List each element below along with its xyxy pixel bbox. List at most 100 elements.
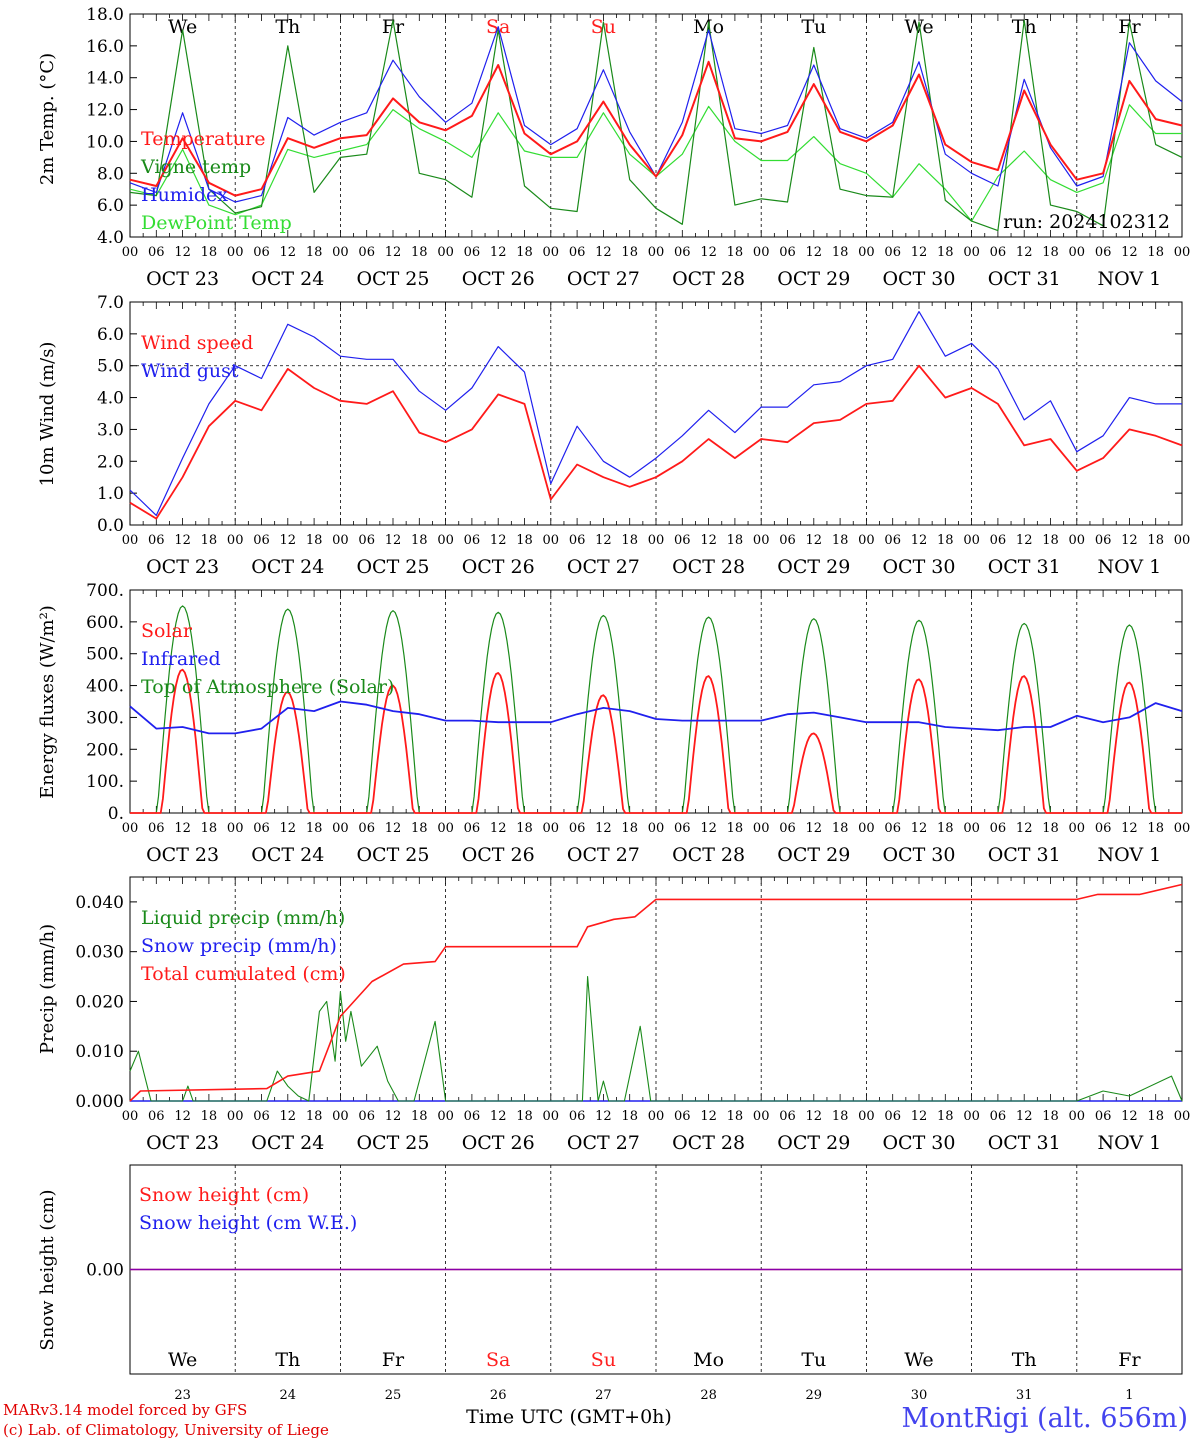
y-tick-label: 0.00 — [86, 1261, 124, 1281]
hour-tick-label: 12 — [1121, 1109, 1138, 1124]
hour-tick-label: 06 — [358, 245, 375, 260]
weekday-label: Mo — [693, 1349, 724, 1371]
hour-tick-label: 00 — [753, 533, 770, 548]
hour-tick-label: 12 — [911, 821, 928, 836]
date-label: OCT 27 — [567, 268, 640, 290]
date-label: OCT 27 — [567, 1132, 640, 1154]
date-label: OCT 31 — [988, 268, 1061, 290]
weekday-label: Su — [591, 1349, 616, 1371]
series-line-temperature — [129, 60, 1183, 197]
weekday-label: We — [168, 16, 197, 38]
y-tick-label: 18.0 — [86, 5, 124, 25]
hour-tick-label: 00 — [227, 533, 244, 548]
hour-tick-label: 00 — [122, 533, 139, 548]
hour-tick-label: 12 — [490, 245, 507, 260]
hour-tick-label: 06 — [1095, 1109, 1112, 1124]
hour-tick-label: 12 — [1016, 533, 1033, 548]
hour-tick-label: 00 — [963, 245, 980, 260]
y-tick-label: 400. — [86, 677, 124, 697]
hour-tick-label: 12 — [700, 1109, 717, 1124]
hour-tick-label: 18 — [937, 245, 954, 260]
hour-tick-label: 12 — [595, 1109, 612, 1124]
weekday-label: Tu — [801, 1349, 826, 1371]
hour-tick-label: 18 — [621, 1109, 638, 1124]
hour-tick-label: 18 — [621, 245, 638, 260]
hour-tick-label: 06 — [358, 1109, 375, 1124]
hour-tick-label: 00 — [227, 245, 244, 260]
y-axis-label: Precip (mm/h) — [37, 924, 58, 1054]
hour-tick-label: 18 — [621, 821, 638, 836]
date-label: OCT 26 — [462, 268, 535, 290]
hour-tick-label: 18 — [201, 1109, 218, 1124]
hour-tick-label: 00 — [437, 533, 454, 548]
weekday-label: Th — [1012, 16, 1037, 38]
hour-tick-label: 18 — [306, 1109, 323, 1124]
day-number: 30 — [911, 1388, 928, 1403]
y-tick-label: 4.0 — [97, 228, 124, 248]
date-label: OCT 30 — [882, 844, 955, 866]
footer: MARv3.14 model forced by GFS (c) Lab. of … — [3, 1401, 1188, 1439]
hour-tick-label: 06 — [884, 1109, 901, 1124]
date-label: OCT 28 — [672, 268, 745, 290]
date-label: OCT 30 — [882, 1132, 955, 1154]
hour-tick-label: 00 — [963, 1109, 980, 1124]
hour-tick-label: 00 — [753, 1109, 770, 1124]
hour-tick-label: 06 — [148, 245, 165, 260]
legend-entry: Liquid precip (mm/h) — [141, 907, 345, 929]
hour-tick-label: 06 — [148, 533, 165, 548]
y-axis-label: 2m Temp. (°C) — [37, 53, 58, 185]
hour-tick-label: 06 — [990, 1109, 1007, 1124]
hour-tick-label: 00 — [753, 245, 770, 260]
hour-tick-label: 00 — [227, 821, 244, 836]
hour-tick-label: 12 — [174, 533, 191, 548]
hour-tick-label: 06 — [884, 245, 901, 260]
y-tick-label: 0. — [108, 804, 124, 824]
hour-tick-label: 00 — [648, 245, 665, 260]
y-axis-label: Snow height (cm) — [37, 1189, 58, 1350]
y-tick-label: 700. — [86, 581, 124, 601]
hour-tick-label: 18 — [306, 821, 323, 836]
day-number: 24 — [280, 1388, 297, 1403]
date-label: OCT 24 — [251, 556, 324, 578]
date-label: NOV 1 — [1098, 556, 1162, 578]
hour-tick-label: 18 — [306, 533, 323, 548]
date-label: OCT 23 — [146, 1132, 219, 1154]
hour-tick-label: 06 — [990, 533, 1007, 548]
legend-entry: Vigne temp — [140, 156, 251, 178]
weekday-label: Fr — [1118, 16, 1141, 38]
hour-tick-label: 12 — [911, 245, 928, 260]
hour-tick-label: 06 — [464, 245, 481, 260]
hour-tick-label: 12 — [1121, 821, 1138, 836]
weekday-label: Fr — [382, 16, 405, 38]
hour-tick-label: 18 — [516, 1109, 533, 1124]
hour-tick-label: 06 — [148, 1109, 165, 1124]
date-label: OCT 24 — [251, 844, 324, 866]
hour-tick-label: 06 — [779, 245, 796, 260]
date-label: OCT 24 — [251, 1132, 324, 1154]
hour-tick-label: 12 — [280, 821, 297, 836]
hour-tick-label: 18 — [727, 821, 744, 836]
date-label: OCT 28 — [672, 844, 745, 866]
hour-tick-label: 06 — [464, 821, 481, 836]
date-label: NOV 1 — [1098, 844, 1162, 866]
y-tick-label: 0.020 — [75, 992, 124, 1012]
day-number: 28 — [700, 1388, 717, 1403]
hour-tick-label: 18 — [832, 533, 849, 548]
hour-tick-label: 00 — [543, 533, 560, 548]
weekday-label: Fr — [1118, 1349, 1141, 1371]
y-tick-label: 3.0 — [97, 420, 124, 440]
weekday-label: Su — [591, 16, 616, 38]
legend-entry: Temperature — [141, 128, 265, 150]
y-tick-label: 6.0 — [97, 196, 124, 216]
hour-tick-label: 12 — [1016, 1109, 1033, 1124]
panel-3: 0. 100. 200. 300. 400. 500. 600. 700. Energy flu… — [37, 581, 1190, 866]
panel-1: 4.0 6.0 8.0 10.0 12.0 14.0 16.0 18.0 2m Temp. (°… — [37, 5, 1190, 290]
series-line-liquid-precip — [129, 976, 1183, 1102]
weekday-label: Th — [275, 1349, 300, 1371]
hour-tick-label: 00 — [332, 533, 349, 548]
weekday-label: Fr — [382, 1349, 405, 1371]
hour-tick-label: 12 — [806, 533, 823, 548]
y-tick-label: 500. — [86, 645, 124, 665]
hour-tick-label: 18 — [727, 533, 744, 548]
